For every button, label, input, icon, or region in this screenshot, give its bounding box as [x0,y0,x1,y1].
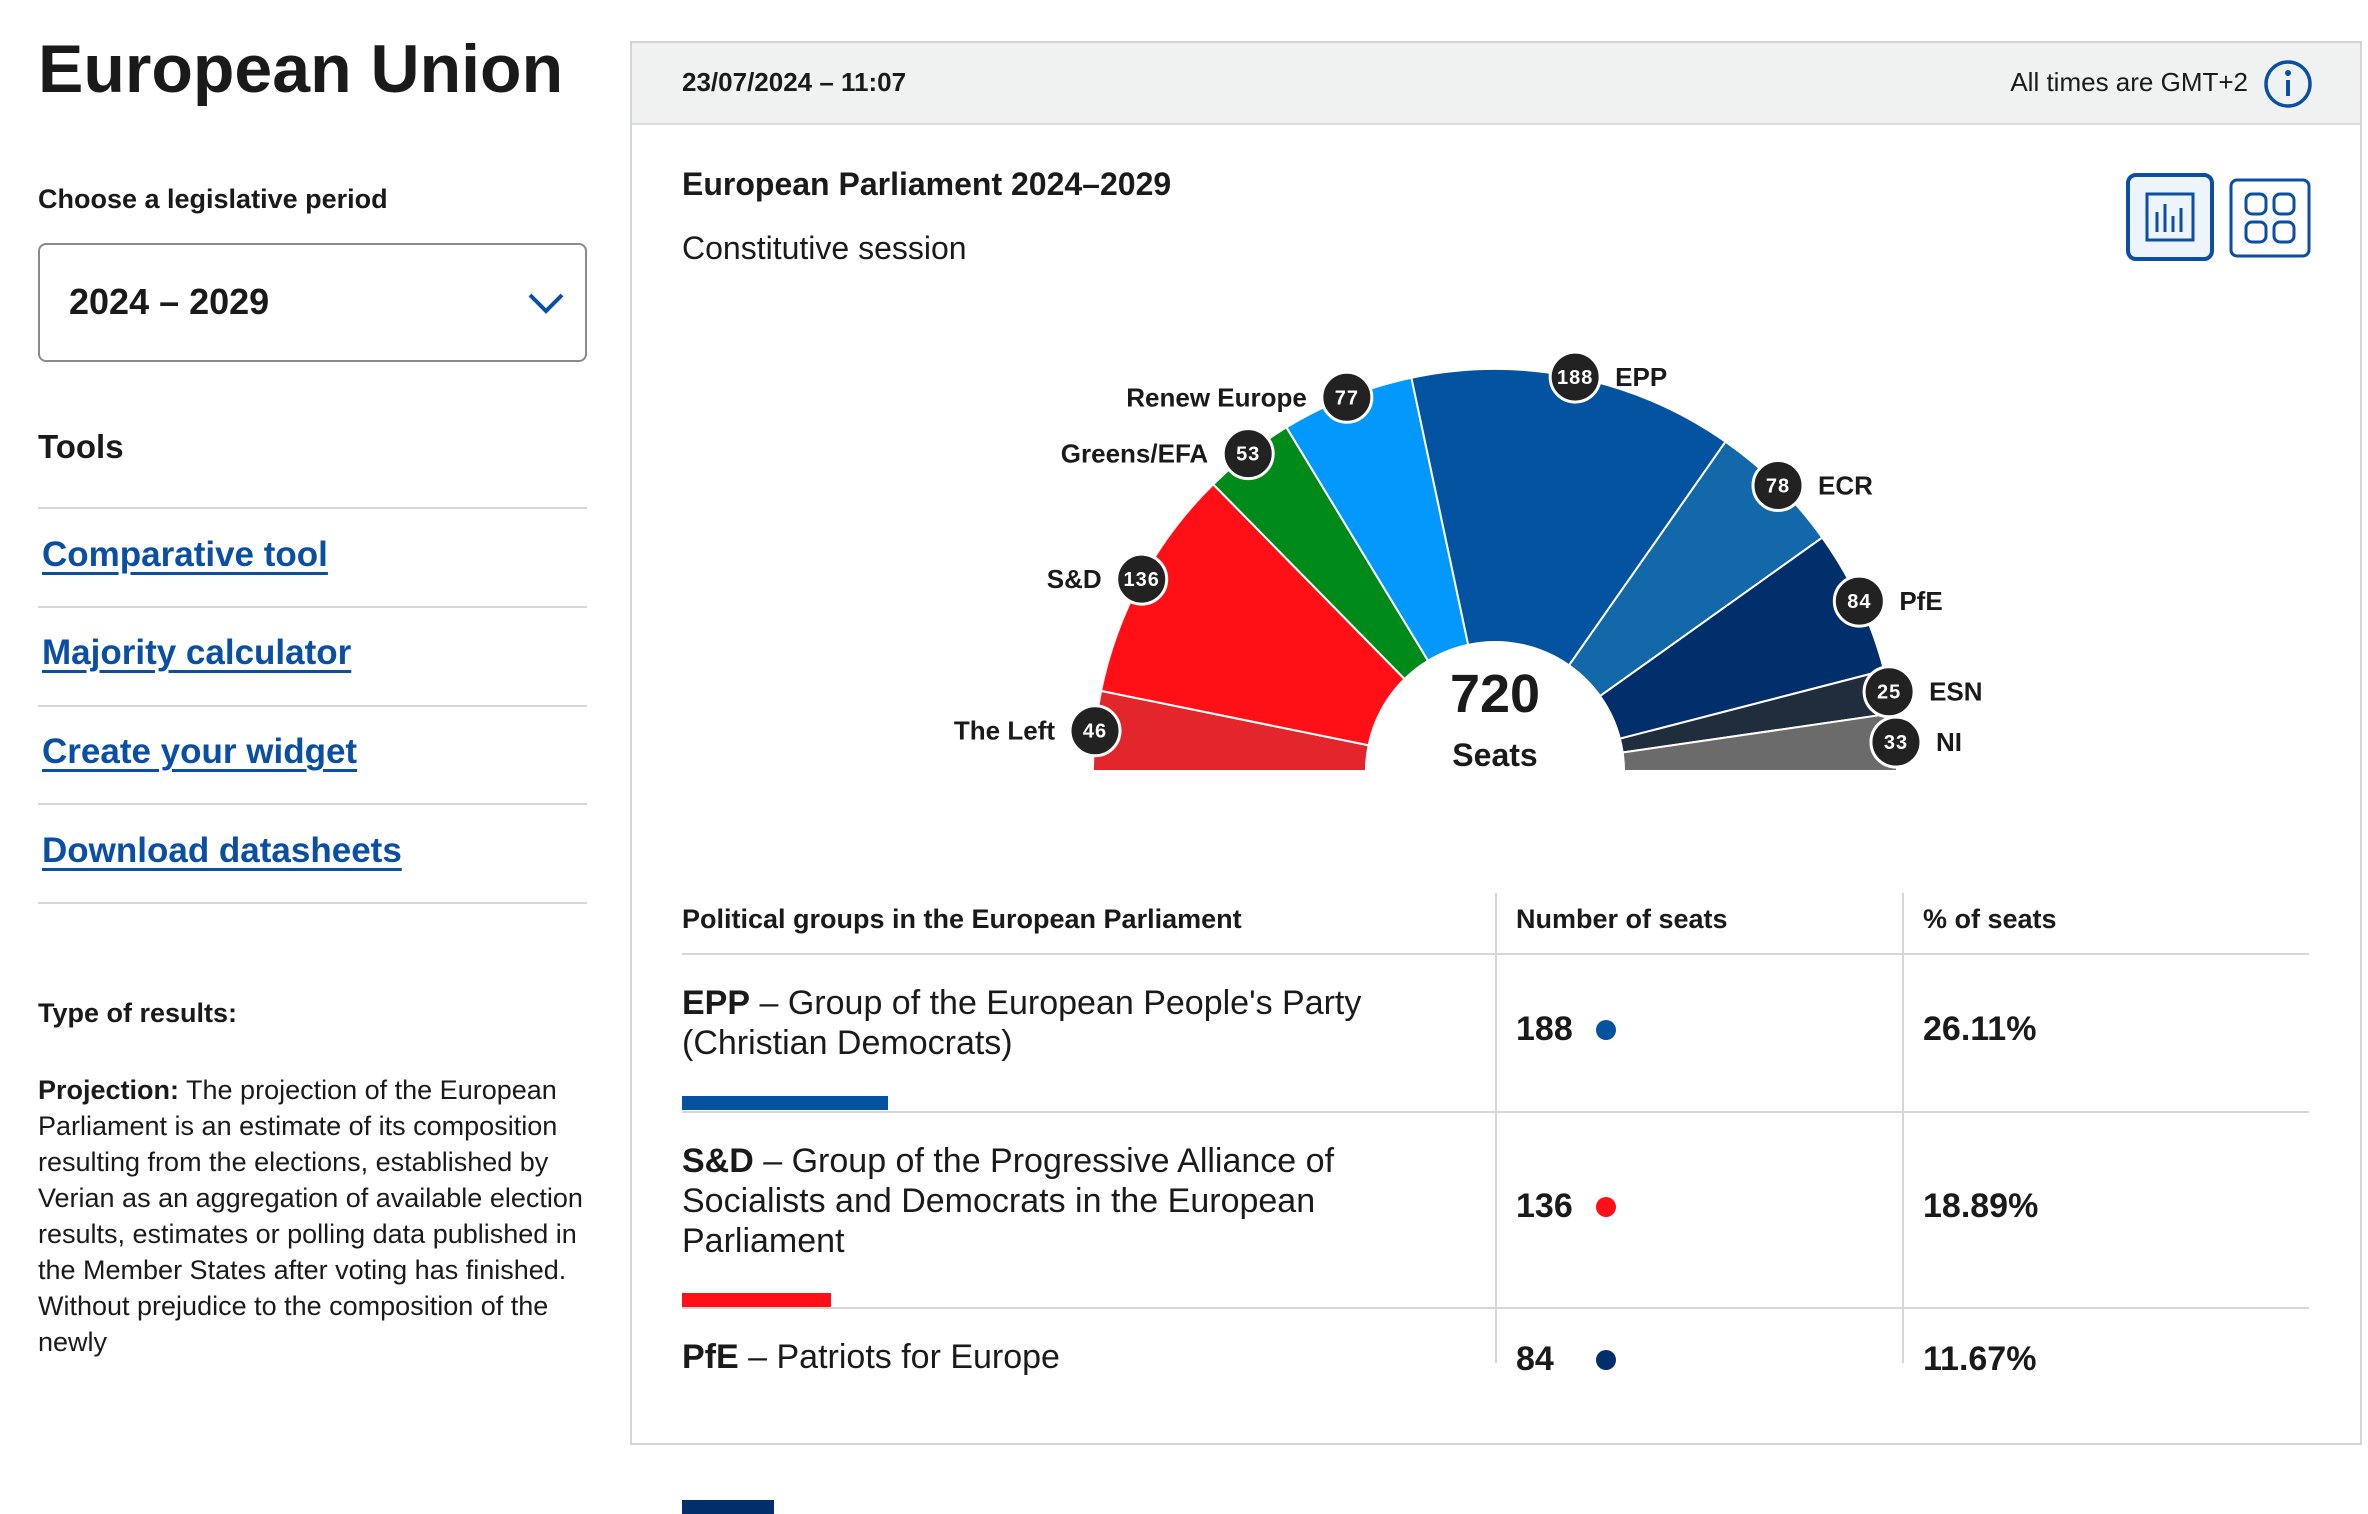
row-divider [682,953,2309,955]
group-label: The Left [954,716,1055,746]
seat-badge [1115,552,1169,606]
seat-segment [1410,368,1727,667]
results-title: Type of results: [38,998,238,1028]
group-label: Greens/EFA [1061,439,1209,469]
seat-bar [682,1096,889,1110]
seat-count-label: 25 [1877,682,1901,704]
tool-link[interactable]: Download datasheets [42,831,402,870]
party-dot [1596,1350,1616,1370]
group-full-name: – Patriots for Europe [748,1338,1060,1376]
group-name: PfE – Patriots for Europe [682,1337,1422,1377]
seat-badge [1751,459,1805,513]
period-value: 2024 – 2029 [69,281,270,322]
tool-link[interactable]: Comparative tool [42,535,328,574]
group-label: EPP [1615,362,1667,392]
results-paragraph: Projection: The projection of the Europe… [38,1072,594,1360]
divider [38,705,587,707]
group-name: EPP – Group of the European People's Par… [682,983,1422,1063]
group-abbr: PfE [682,1338,739,1376]
column-header: Political groups in the European Parliam… [682,904,1242,934]
seat-badge [1832,574,1886,628]
seat-badge [1068,704,1122,758]
row-divider [682,1111,2309,1113]
tool-link[interactable]: Majority calculator [42,633,352,672]
seats: 188 [1516,1010,1573,1048]
percent: 26.11% [1923,1010,2037,1048]
seat-segment [1099,482,1406,747]
period-label: Choose a legislative period [38,184,388,214]
group-label: PfE [1899,586,1942,616]
page: European Union Choose a legislative peri… [38,31,2362,1514]
group-label: ESN [1929,677,1982,707]
group-full-name: – Group of the European People's Party (… [682,984,1362,1062]
seat-count-label: 78 [1766,476,1790,498]
column-divider [1495,893,1497,1363]
seat-count-label: 33 [1884,732,1908,754]
column-header: % of seats [1923,904,2057,934]
divider [38,902,587,904]
results-panel: 23/07/2024 – 11:07 All times are GMT+2 E… [630,41,2362,1445]
group-label: S&D [1047,564,1102,594]
timestamp: 23/07/2024 – 11:07 [682,67,907,97]
group-abbr: EPP [682,984,751,1022]
timezone-note: All times are GMT+2 [2010,67,2248,97]
hemicycle-chart: 46 The Left 136 S&D 53 Greens/EFA 77 Renew Euro… [954,350,1983,773]
seats: 136 [1516,1187,1573,1225]
group-abbr: S&D [682,1142,754,1180]
divider [38,507,587,509]
party-dot [1596,1197,1616,1217]
page-title: European Union [38,31,564,107]
total-seats: 720 [1450,664,1540,724]
seat-count-label: 188 [1557,367,1593,389]
chart-view-button[interactable] [2125,172,2215,262]
chevron-icon [528,293,564,314]
seat-badge [1869,715,1923,769]
chart-title: European Parliament 2024–2029 [682,166,1172,202]
seat-bar [682,1293,832,1307]
seat-count-label: 53 [1236,444,1260,466]
group-label: ECR [1818,471,1873,501]
total-seats-label: Seats [1452,737,1537,773]
divider [38,606,587,608]
results-term: Projection: [38,1075,180,1105]
results-table: Political groups in the European Parliam… [682,893,2309,1514]
seat-count-label: 84 [1847,591,1871,613]
panel-header: 23/07/2024 – 11:07 All times are GMT+2 [632,43,2360,125]
group-full-name: – Group of the Progressive Alliance of S… [682,1142,1335,1260]
seat-badge [1548,350,1602,404]
period-select[interactable]: 2024 – 2029 [38,243,587,362]
row-divider [682,1307,2309,1309]
seat-bar [682,1500,775,1514]
tool-link[interactable]: Create your widget [42,732,358,771]
chart-subtitle: Constitutive session [682,230,967,266]
group-label: NI [1936,727,1962,757]
seat-count-label: 136 [1124,569,1160,591]
percent: 18.89% [1923,1187,2039,1225]
divider [38,803,587,805]
tools-title: Tools [38,428,124,465]
grid-view-button[interactable] [2229,178,2311,258]
seat-count-label: 77 [1335,387,1359,409]
results-text: The projection of the European Parliamen… [38,1075,583,1357]
seat-badge [1320,370,1374,424]
column-header: Number of seats [1516,904,1728,934]
info-icon[interactable] [2262,58,2314,110]
seat-count-label: 46 [1083,721,1107,743]
column-divider [1902,893,1904,1363]
group-name: S&D – Group of the Progressive Alliance … [682,1141,1422,1261]
party-dot [1596,1020,1616,1040]
seat-badge [1221,427,1275,481]
group-label: Renew Europe [1126,382,1307,412]
